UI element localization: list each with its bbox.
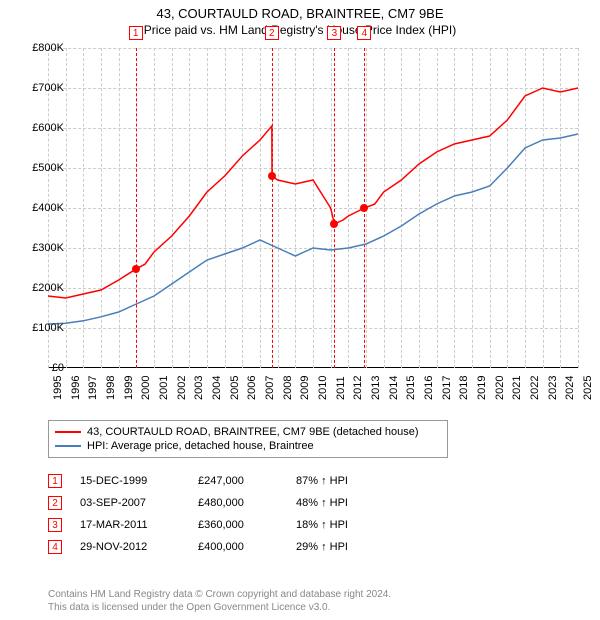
legend-label: 43, COURTAULD ROAD, BRAINTREE, CM7 9BE (… xyxy=(87,426,419,438)
marker-number-box: 2 xyxy=(265,26,279,40)
marker-dot xyxy=(360,204,368,212)
plot-region: 1234 xyxy=(48,48,578,368)
sale-row: 429-NOV-2012£400,00029% ↑ HPI xyxy=(48,536,386,558)
x-tick-label: 2012 xyxy=(352,376,364,400)
series-lines xyxy=(48,48,578,368)
sale-price: 17-MAR-2011 xyxy=(80,519,180,531)
x-tick-label: 2003 xyxy=(193,376,205,400)
x-tick-label: 2018 xyxy=(458,376,470,400)
x-tick-label: 2024 xyxy=(564,376,576,400)
y-tick-label: £700K xyxy=(32,82,64,94)
x-tick-label: 2019 xyxy=(476,376,488,400)
y-tick-label: £600K xyxy=(32,122,64,134)
x-tick-label: 2020 xyxy=(494,376,506,400)
x-tick-label: 2013 xyxy=(370,376,382,400)
sale-price: 15-DEC-1999 xyxy=(80,475,180,487)
marker-number-box: 3 xyxy=(327,26,341,40)
chart-area: 1234 xyxy=(48,48,578,368)
x-tick-label: 2006 xyxy=(246,376,258,400)
x-tick-label: 1999 xyxy=(123,376,135,400)
sale-pct: 18% ↑ HPI xyxy=(296,519,386,531)
sale-number-box: 1 xyxy=(48,474,62,488)
legend-item: HPI: Average price, detached house, Brai… xyxy=(55,439,441,453)
footer-line1: Contains HM Land Registry data © Crown c… xyxy=(48,588,391,601)
series-line xyxy=(48,134,578,324)
y-tick-label: £300K xyxy=(32,242,64,254)
sale-price: 03-SEP-2007 xyxy=(80,497,180,509)
y-tick-label: £800K xyxy=(32,42,64,54)
sale-row: 317-MAR-2011£360,00018% ↑ HPI xyxy=(48,514,386,536)
x-tick-label: 2002 xyxy=(176,376,188,400)
legend-swatch xyxy=(55,445,81,447)
y-tick-label: £400K xyxy=(32,202,64,214)
legend-item: 43, COURTAULD ROAD, BRAINTREE, CM7 9BE (… xyxy=(55,425,441,439)
legend-swatch xyxy=(55,431,81,433)
x-tick-label: 2025 xyxy=(582,376,594,400)
series-line xyxy=(48,88,578,298)
footer-text: Contains HM Land Registry data © Crown c… xyxy=(48,588,391,614)
x-tick-label: 2010 xyxy=(317,376,329,400)
x-tick-label: 2008 xyxy=(282,376,294,400)
sale-pct: 48% ↑ HPI xyxy=(296,497,386,509)
x-tick-label: 2017 xyxy=(441,376,453,400)
marker-dot xyxy=(132,265,140,273)
sale-price: 29-NOV-2012 xyxy=(80,541,180,553)
x-tick-label: 1998 xyxy=(105,376,117,400)
marker-number-box: 1 xyxy=(129,26,143,40)
sale-pct: 87% ↑ HPI xyxy=(296,475,386,487)
x-tick-label: 2014 xyxy=(388,376,400,400)
x-tick-label: 2007 xyxy=(264,376,276,400)
x-tick-label: 2011 xyxy=(335,376,347,400)
x-tick-label: 2001 xyxy=(158,376,170,400)
legend: 43, COURTAULD ROAD, BRAINTREE, CM7 9BE (… xyxy=(48,420,448,458)
x-tick-label: 2021 xyxy=(511,376,523,400)
x-tick-label: 2015 xyxy=(405,376,417,400)
y-tick-label: £200K xyxy=(32,282,64,294)
x-tick-label: 2005 xyxy=(229,376,241,400)
chart-subtitle: Price paid vs. HM Land Registry's House … xyxy=(0,21,600,41)
marker-dot xyxy=(268,172,276,180)
x-tick-label: 1997 xyxy=(87,376,99,400)
y-tick-label: £100K xyxy=(32,322,64,334)
marker-dot xyxy=(330,220,338,228)
sales-table: 115-DEC-1999£247,00087% ↑ HPI203-SEP-200… xyxy=(48,470,386,558)
x-tick-label: 2004 xyxy=(211,376,223,400)
x-tick-label: 2016 xyxy=(423,376,435,400)
x-tick-label: 1996 xyxy=(70,376,82,400)
x-tick-label: 2000 xyxy=(140,376,152,400)
sale-number-box: 3 xyxy=(48,518,62,532)
sale-pct: 29% ↑ HPI xyxy=(296,541,386,553)
x-tick-label: 2023 xyxy=(547,376,559,400)
sale-number-box: 4 xyxy=(48,540,62,554)
y-tick-label: £500K xyxy=(32,162,64,174)
chart-container: 43, COURTAULD ROAD, BRAINTREE, CM7 9BE P… xyxy=(0,0,600,620)
x-tick-label: 2009 xyxy=(299,376,311,400)
y-tick-label: £0 xyxy=(52,362,64,374)
chart-title: 43, COURTAULD ROAD, BRAINTREE, CM7 9BE xyxy=(0,0,600,21)
x-tick-label: 1995 xyxy=(52,376,64,400)
sale-row: 115-DEC-1999£247,00087% ↑ HPI xyxy=(48,470,386,492)
footer-line2: This data is licensed under the Open Gov… xyxy=(48,601,391,614)
x-tick-label: 2022 xyxy=(529,376,541,400)
legend-label: HPI: Average price, detached house, Brai… xyxy=(87,440,314,452)
marker-number-box: 4 xyxy=(357,26,371,40)
sale-row: 203-SEP-2007£480,00048% ↑ HPI xyxy=(48,492,386,514)
sale-number-box: 2 xyxy=(48,496,62,510)
